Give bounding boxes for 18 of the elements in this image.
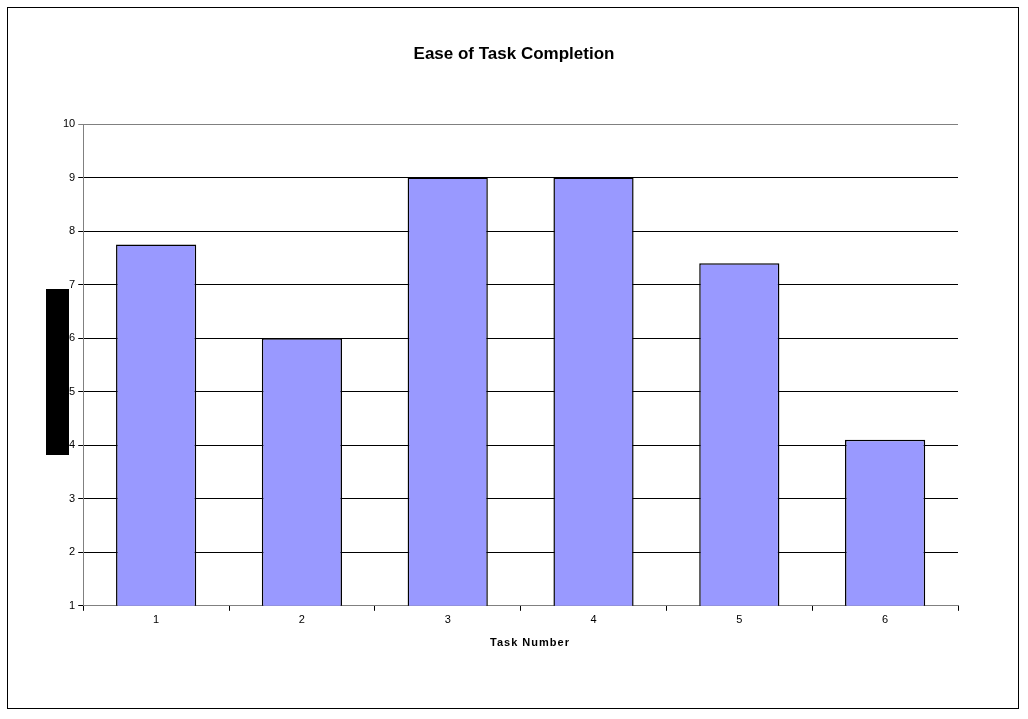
y-tick-label: 8 [69, 224, 76, 237]
y-tick-label: 4 [69, 438, 76, 451]
x-tick-label: 1 [153, 613, 160, 626]
x-axis-title: Task Number [489, 636, 571, 648]
x-tick-label: 3 [444, 613, 451, 626]
x-tick-label: 5 [736, 613, 743, 626]
y-tick-label: 6 [69, 331, 76, 344]
y-tick-label: 7 [69, 277, 76, 290]
y-tick-label: 5 [69, 384, 76, 397]
y-tick-label: 9 [69, 170, 76, 183]
chart-title: Ease of Task Completion [412, 44, 616, 64]
x-tick-label: 2 [298, 613, 305, 626]
x-tick-label: 6 [882, 613, 889, 626]
y-tick-label: 1 [69, 598, 76, 611]
x-tick-label: 4 [590, 613, 597, 626]
y-tick-label: 10 [62, 117, 76, 130]
y-tick-label: 2 [69, 545, 76, 558]
y-tick-label: 3 [69, 491, 76, 504]
